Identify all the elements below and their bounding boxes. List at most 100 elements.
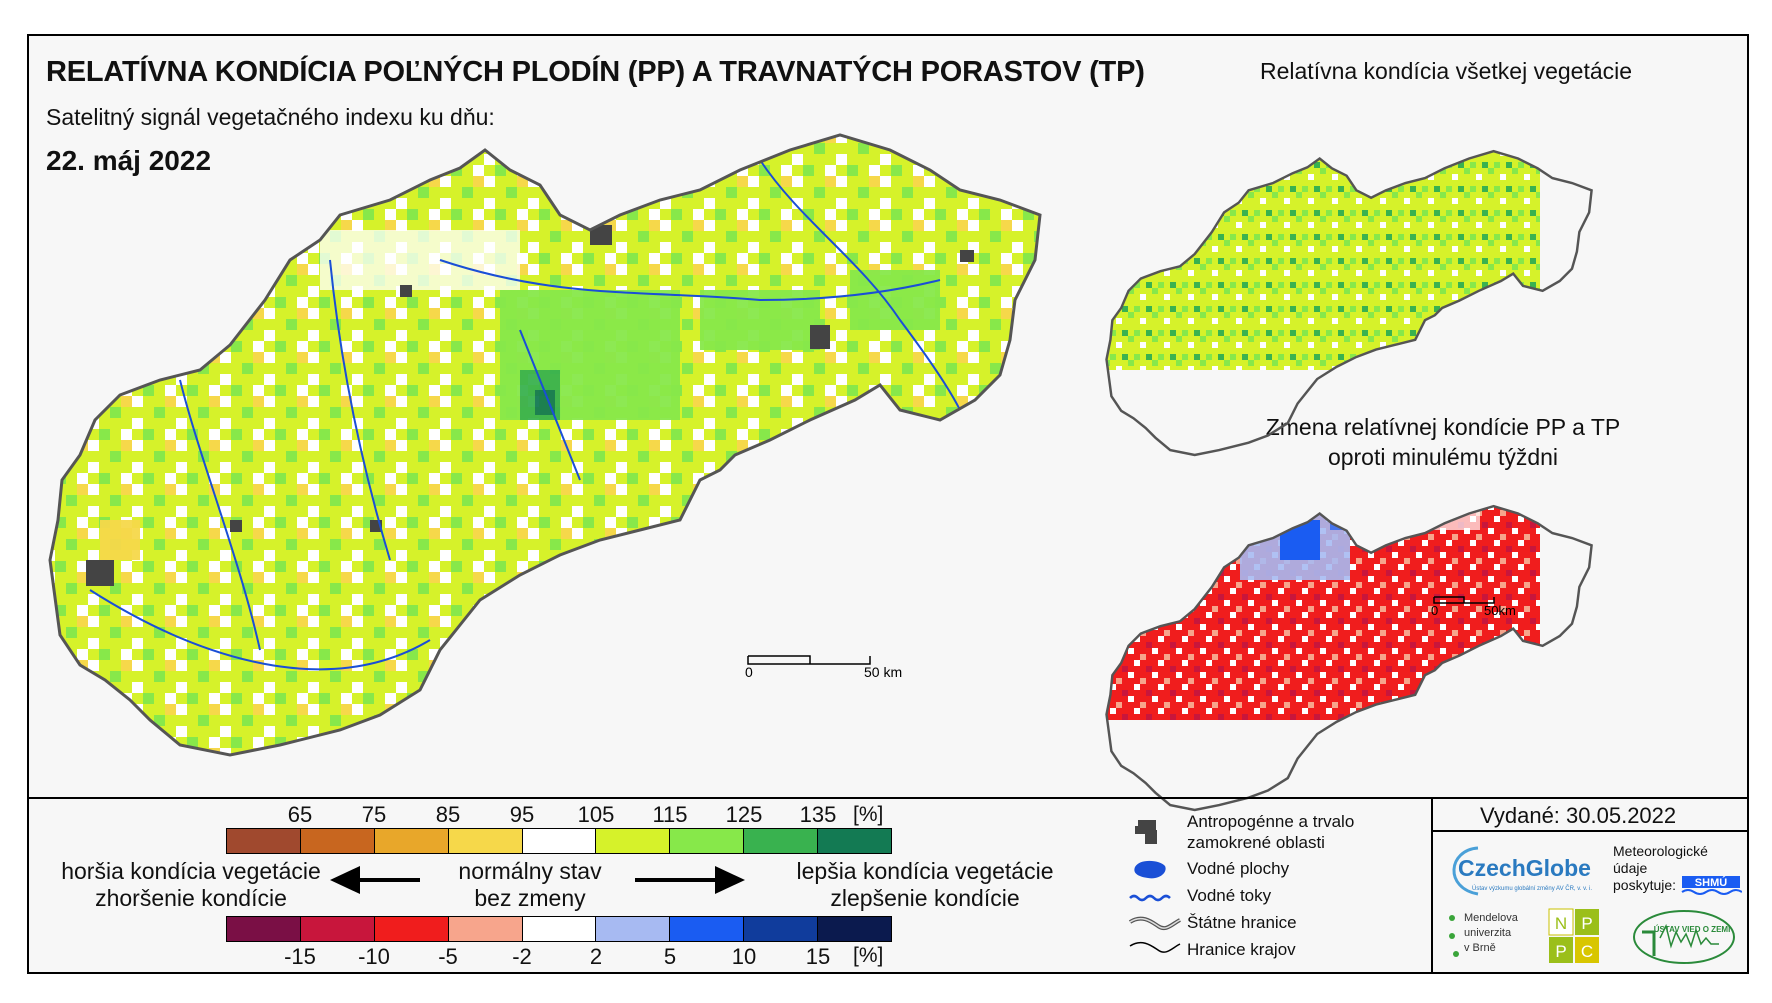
change-swatch-2: [373, 917, 448, 941]
meteo-line3: poskytuje:: [1613, 877, 1677, 893]
urban-key-label-line1: Antropogénne a trvalo: [1187, 812, 1355, 831]
change-unit: [%]: [853, 944, 884, 967]
condition-tick-0: 65: [287, 802, 313, 827]
inset-scalebar-start: 0: [1431, 603, 1438, 618]
condition-swatch-4: [521, 829, 596, 853]
better-arrow: [635, 866, 745, 894]
svg-text:SHMÚ: SHMÚ: [1695, 876, 1727, 889]
urban-key-label: Antropogénne a trvalo zamokrené oblasti: [1187, 811, 1354, 853]
mendel-university-logo: Mendelova univerzita v Brně: [1444, 908, 1534, 968]
region-border-key-symbol: [1129, 941, 1181, 953]
inset-vegetation-title: Relatívna kondícia všetkej vegetácie: [1260, 58, 1633, 84]
svg-text:P: P: [1581, 914, 1592, 933]
better-label-line1: lepšia kondícia vegetácie: [796, 858, 1054, 884]
normal-label-line2: bez zmeny: [474, 885, 586, 911]
inset-change-title-line1: Zmena relatívnej kondície PP a TP: [1265, 414, 1621, 440]
change-tick-1: -10: [358, 944, 390, 969]
change-color-bar: [226, 916, 892, 942]
change-tick-5: 5: [663, 944, 677, 969]
change-swatch-5: [595, 917, 670, 941]
condition-tick-3: 95: [509, 802, 535, 827]
urban-key-symbol: [1135, 820, 1157, 844]
condition-swatch-1: [299, 829, 374, 853]
nppc-logo: N P P C: [1548, 908, 1600, 964]
inset-change-title-line2: oproti minulému týždni: [1327, 444, 1559, 470]
condition-unit: [%]: [853, 803, 884, 826]
map-title: RELATÍVNA KONDÍCIA POĽNÝCH PLODÍN (PP) A…: [46, 56, 1145, 88]
main-scalebar-end: 50 km: [864, 664, 902, 680]
svg-text:v Brně: v Brně: [1464, 942, 1496, 954]
change-tick-4: 2: [589, 944, 603, 969]
inset-scalebar-end: 50km: [1484, 603, 1516, 618]
normal-label-line1: normálny stav: [458, 858, 602, 884]
inset-change-title: Zmena relatívnej kondície PP a TP oproti…: [1223, 412, 1663, 472]
condition-tick-6: 125: [725, 802, 763, 827]
svg-text:Mendelova: Mendelova: [1464, 912, 1519, 924]
change-tick-3: -2: [512, 944, 532, 969]
state-border-key-symbol: [1128, 916, 1181, 931]
better-label: lepšia kondícia vegetácie zlepšenie kond…: [780, 858, 1070, 912]
condition-tick-2: 85: [435, 802, 461, 827]
main-scalebar: [747, 655, 871, 665]
condition-swatch-5: [595, 829, 670, 853]
issued-date: Vydané: 30.05.2022: [1480, 803, 1677, 828]
inset-change-map: [1105, 504, 1593, 812]
condition-swatch-3: [447, 829, 522, 853]
condition-swatch-6: [669, 829, 744, 853]
shmu-logo: SHMÚ: [1680, 862, 1743, 898]
svg-text:ÚSTAV VIED O ZEMI: ÚSTAV VIED O ZEMI: [1654, 925, 1731, 934]
svg-text:N: N: [1555, 914, 1567, 933]
change-swatch-3: [447, 917, 522, 941]
svg-text:Ústav výzkumu globální změny A: Ústav výzkumu globální změny AV ČR, v. v…: [1472, 885, 1592, 892]
condition-tick-1: 75: [361, 802, 387, 827]
main-scalebar-start: 0: [745, 664, 753, 680]
czechglobe-logo: CzechGlobe Ústav výzkumu globální změny …: [1438, 840, 1610, 902]
condition-swatch-8: [817, 829, 892, 853]
change-swatch-0: [227, 917, 300, 941]
better-label-line2: zlepšenie kondície: [830, 885, 1020, 911]
river-key-symbol: [1129, 894, 1171, 902]
change-tick-0: -15: [284, 944, 316, 969]
condition-swatch-0: [227, 829, 300, 853]
earth-science-institute-logo: ÚSTAV VIED O ZEMI: [1630, 908, 1738, 966]
urban-key-label-line2: zamokrené oblasti: [1187, 833, 1325, 852]
change-swatch-6: [669, 917, 744, 941]
issued-underline: [1433, 830, 1749, 832]
change-tick-2: -5: [438, 944, 458, 969]
inset-vegetation-map: [1105, 149, 1593, 457]
change-tick-6: 10: [731, 944, 757, 969]
condition-tick-4: 105: [577, 802, 615, 827]
change-swatch-1: [299, 917, 374, 941]
water-key-symbol: [1134, 860, 1166, 879]
worse-arrow: [330, 866, 420, 894]
legend-divider: [27, 797, 1749, 799]
worse-label-line1: horšia kondícia vegetácie: [61, 858, 321, 884]
map-date: 22. máj 2022: [46, 145, 212, 176]
svg-text:P: P: [1555, 942, 1566, 961]
change-swatch-7: [743, 917, 818, 941]
change-swatch-8: [817, 917, 892, 941]
worse-label: horšia kondícia vegetácie zhoršenie kond…: [46, 858, 336, 912]
condition-swatch-2: [373, 829, 448, 853]
condition-tick-5: 115: [652, 802, 688, 827]
map-subtitle: Satelitný signál vegetačného indexu ku d…: [46, 104, 495, 130]
issued-divider: [1431, 799, 1433, 972]
condition-swatch-7: [743, 829, 818, 853]
svg-text:CzechGlobe: CzechGlobe: [1458, 855, 1591, 881]
river-key-label: Vodné toky: [1187, 886, 1272, 905]
region-border-key-label: Hranice krajov: [1187, 940, 1296, 959]
change-swatch-4: [521, 917, 596, 941]
water-key-label: Vodné plochy: [1187, 859, 1290, 878]
condition-color-bar: [226, 828, 892, 854]
state-border-key-label: Štátne hranice: [1187, 913, 1297, 932]
change-tick-7: 15: [805, 944, 831, 969]
svg-text:C: C: [1581, 942, 1593, 961]
normal-label: normálny stav bez zmeny: [445, 858, 615, 912]
meteo-line1: Meteorologické: [1613, 843, 1708, 859]
condition-tick-7: 135: [799, 802, 837, 827]
worse-label-line2: zhoršenie kondície: [95, 885, 287, 911]
inset-scalebar: [1433, 596, 1495, 604]
meteo-line2: údaje: [1613, 860, 1648, 876]
svg-text:univerzita: univerzita: [1464, 927, 1512, 939]
